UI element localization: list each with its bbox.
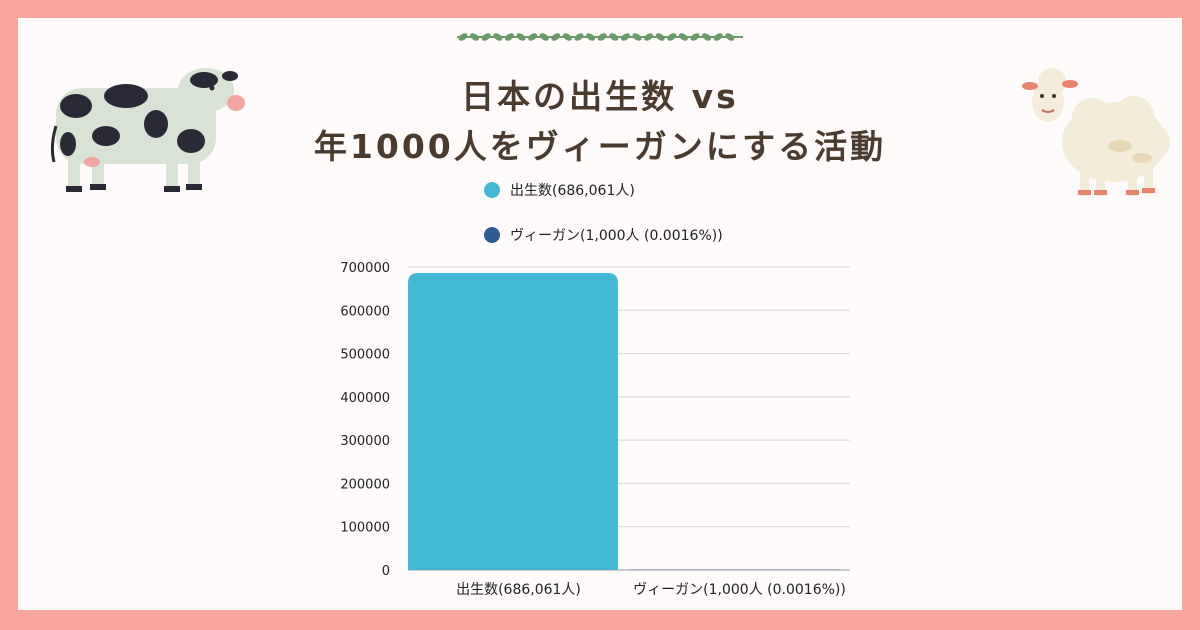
bar-chart: 0 100000 200000 300000 400000 500000 600000 700… <box>340 261 850 598</box>
vine-leaf <box>516 33 526 41</box>
vine-leaf <box>713 33 723 41</box>
bar-births <box>408 273 618 570</box>
vine-leaf <box>632 33 642 41</box>
chart-title: 日本の出生数 vs 年1000人をヴィーガンにする活動 <box>240 72 960 172</box>
vine-leaf <box>539 33 549 41</box>
legend-item-births: 出生数(686,061人) <box>484 180 635 200</box>
vine-leaf <box>725 33 735 41</box>
vine-leaf <box>562 33 572 41</box>
vine-leaf <box>458 33 468 41</box>
vine-leaf <box>620 33 630 41</box>
legend-dot-births <box>484 182 500 198</box>
vine-leaf <box>609 33 619 41</box>
vine-leaf <box>597 33 607 41</box>
chart-title-line-1: 日本の出生数 vs <box>461 77 739 116</box>
vine-leaf <box>481 33 491 41</box>
vine-leaf <box>667 33 677 41</box>
vine-leaf <box>702 33 712 41</box>
frame-left <box>0 0 18 630</box>
vine-leaf <box>690 33 700 41</box>
vine-leaf <box>528 33 538 41</box>
y-tick-label: 200000 <box>340 477 390 492</box>
sheep-illustration-icon <box>1022 68 1170 196</box>
vine-leaf <box>493 33 503 41</box>
y-tick-label: 400000 <box>340 391 390 406</box>
vine-leaf <box>586 33 596 41</box>
vine-leaf <box>678 33 688 41</box>
legend-item-vegan: ヴィーガン(1,000人 (0.0016%)) <box>484 225 723 245</box>
vine-leaf <box>644 33 654 41</box>
frame-bottom <box>0 610 1200 630</box>
y-tick-label: 500000 <box>340 348 390 363</box>
vine-leaf <box>551 33 561 41</box>
x-tick-label: 出生数(686,061人) <box>456 582 581 598</box>
y-tick-label: 300000 <box>340 434 390 449</box>
frame-right <box>1182 0 1200 630</box>
vine-leaf <box>470 33 480 41</box>
x-tick-label: ヴィーガン(1,000人 (0.0016%)) <box>633 581 846 598</box>
legend-label-births: 出生数(686,061人) <box>510 183 635 199</box>
y-tick-label: 100000 <box>340 521 390 536</box>
y-tick-label: 700000 <box>340 261 390 276</box>
y-tick-label: 0 <box>382 564 390 579</box>
legend-label-vegan: ヴィーガン(1,000人 (0.0016%)) <box>510 228 723 244</box>
vine-leaf <box>574 33 584 41</box>
vine-divider-icon <box>457 33 743 41</box>
vine-leaf <box>655 33 665 41</box>
chart-title-line-2: 年1000人をヴィーガンにする活動 <box>313 127 887 166</box>
cow-illustration-icon <box>50 68 245 192</box>
frame-top <box>0 0 1200 18</box>
vine-leaf <box>504 33 514 41</box>
y-tick-label: 600000 <box>340 304 390 319</box>
legend-dot-vegan <box>484 227 500 243</box>
